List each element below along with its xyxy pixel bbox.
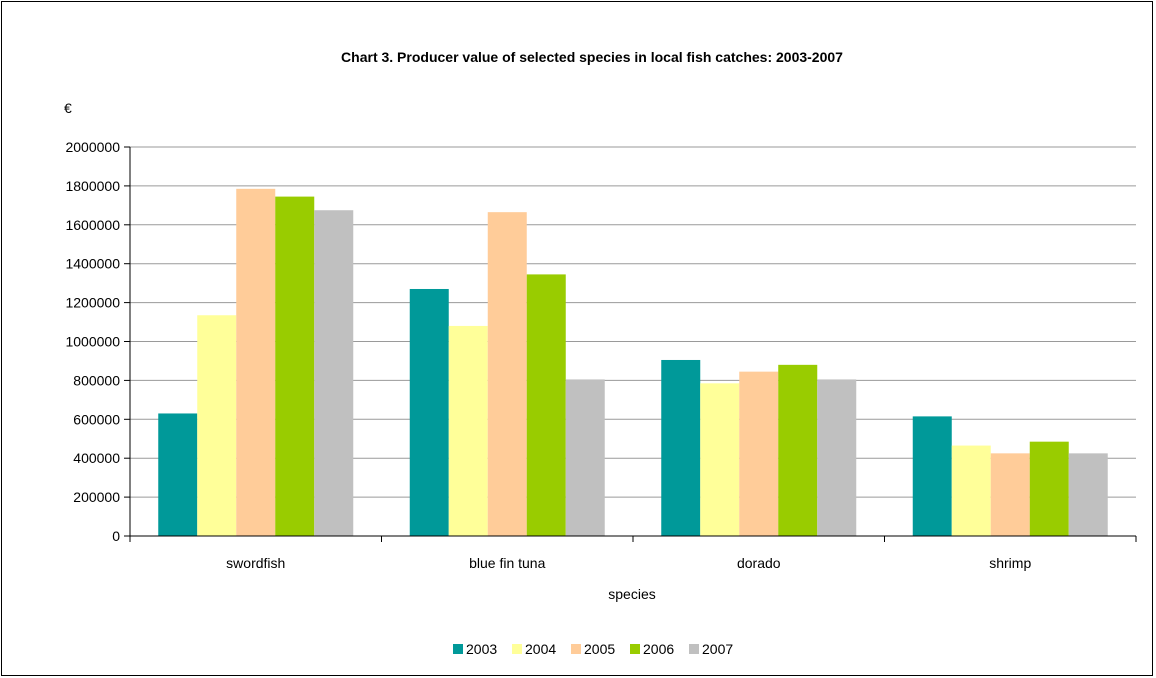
legend-swatch-2004: [512, 644, 522, 654]
y-tick-label: 600000: [73, 411, 120, 427]
x-tick-label: blue fin tuna: [469, 555, 545, 571]
x-tick-label: shrimp: [989, 555, 1031, 571]
legend-label-2006: 2006: [643, 641, 674, 657]
bar-2003-dorado: [661, 359, 701, 536]
bar-2003-swordfish: [158, 413, 198, 536]
y-tick-label: 400000: [73, 450, 120, 466]
y-tick-label: 1400000: [65, 256, 120, 272]
legend-label-2004: 2004: [525, 641, 556, 657]
bar-2007-blue-fin-tuna: [565, 379, 605, 536]
legend-swatch-2006: [630, 644, 640, 654]
y-tick-label: 1200000: [65, 295, 120, 311]
bar-2006-dorado: [778, 364, 818, 536]
legend-swatch-2003: [453, 644, 463, 654]
bar-2007-dorado: [817, 379, 857, 536]
y-tick-label: 1800000: [65, 178, 120, 194]
bar-2005-shrimp: [990, 453, 1030, 536]
y-tick-label: 1000000: [65, 334, 120, 350]
y-tick-label: 1600000: [65, 217, 120, 233]
bar-2005-dorado: [739, 371, 779, 536]
y-tick-label: 200000: [73, 489, 120, 505]
legend: 2003 2004 2005 2006 2007: [453, 641, 733, 657]
bar-2004-swordfish: [197, 315, 237, 536]
x-axis-label: species: [608, 586, 655, 602]
bars: [158, 188, 1108, 536]
legend-label-2007: 2007: [702, 641, 733, 657]
legend-swatch-2007: [689, 644, 699, 654]
x-tick-label: swordfish: [226, 555, 285, 571]
bar-2004-shrimp: [951, 445, 991, 536]
bar-2006-blue-fin-tuna: [526, 274, 566, 536]
chart-title: Chart 3. Producer value of selected spec…: [341, 49, 843, 65]
bar-2004-dorado: [700, 383, 740, 536]
bar-2007-shrimp: [1068, 453, 1108, 536]
bar-2004-blue-fin-tuna: [448, 325, 488, 536]
bar-2003-blue-fin-tuna: [409, 288, 449, 536]
legend-label-2005: 2005: [584, 641, 615, 657]
axes: 0 200000 400000 600000 800000 1000000 1200000 1…: [65, 139, 1137, 571]
y-tick-label: 0: [112, 528, 120, 544]
bar-2003-shrimp: [912, 416, 952, 536]
y-tick-label: 2000000: [65, 139, 120, 155]
bar-2005-swordfish: [236, 188, 276, 536]
legend-label-2003: 2003: [466, 641, 497, 657]
bar-2007-swordfish: [314, 210, 354, 536]
legend-swatch-2005: [571, 644, 581, 654]
y-tick-label: 800000: [73, 372, 120, 388]
bar-2006-shrimp: [1029, 441, 1069, 536]
bar-2006-swordfish: [275, 196, 315, 536]
x-tick-label: dorado: [737, 555, 781, 571]
y-axis-label: €: [64, 100, 72, 116]
bar-2005-blue-fin-tuna: [487, 212, 527, 536]
